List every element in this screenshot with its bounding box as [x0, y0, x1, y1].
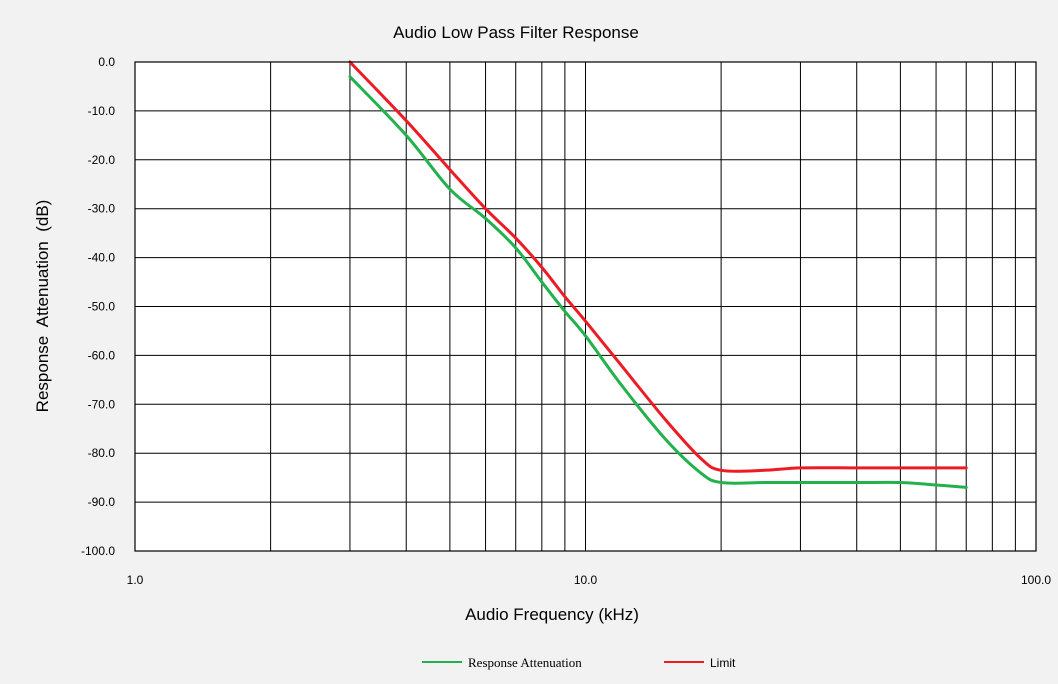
y-tick-label: -60.0	[88, 348, 116, 362]
series-line-limit	[348, 60, 968, 473]
x-axis-label: Audio Frequency (kHz)	[465, 605, 639, 624]
x-tick-label: 100.0	[1021, 573, 1051, 587]
y-tick-label: -40.0	[88, 251, 116, 265]
x-tick-labels: 1.0 10.0 100.0	[127, 573, 1052, 587]
y-tick-label: -80.0	[88, 446, 116, 460]
x-tick-label: 1.0	[127, 573, 144, 587]
legend: Response Attenuation Limit	[422, 655, 736, 670]
legend-label-response-attenuation: Response Attenuation	[468, 655, 582, 670]
grid	[134, 61, 1036, 552]
chart-title: Audio Low Pass Filter Response	[393, 23, 639, 42]
y-tick-label: -90.0	[88, 495, 116, 509]
y-tick-label: -20.0	[88, 153, 116, 167]
series-line-response-attenuation	[348, 75, 968, 489]
y-tick-label: -30.0	[88, 202, 116, 216]
y-tick-label: -50.0	[88, 300, 116, 314]
x-tick-label: 10.0	[574, 573, 598, 587]
y-axis-label: Response Attenuation (dB)	[33, 200, 52, 413]
legend-label-limit: Limit	[710, 656, 736, 670]
y-tick-label: 0.0	[98, 55, 115, 69]
series-layer	[348, 60, 968, 489]
y-tick-label: -100.0	[81, 544, 115, 558]
y-tick-label: -10.0	[88, 104, 116, 118]
y-tick-label: -70.0	[88, 397, 116, 411]
plot-border	[134, 61, 1037, 552]
y-tick-labels: 0.0 -10.0 -20.0 -30.0 -40.0 -50.0 -60.0 -70.0 -8…	[81, 55, 115, 558]
